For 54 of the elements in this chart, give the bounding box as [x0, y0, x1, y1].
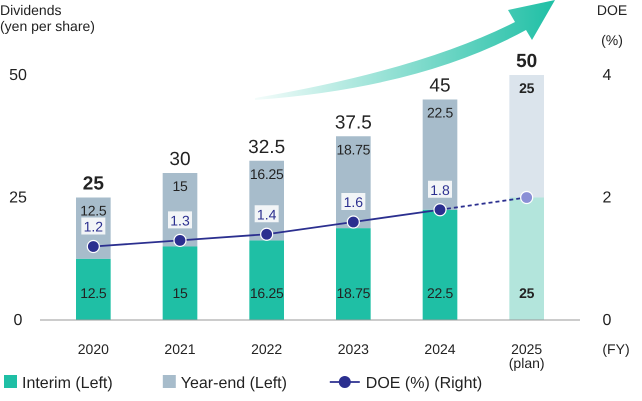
legend-label: DOE (%) (Right): [366, 375, 482, 392]
data-label: 1.2: [84, 218, 104, 234]
bar: [509, 198, 544, 320]
point: [520, 190, 534, 204]
data-label: 12.5: [80, 285, 107, 301]
data-label: 18.75: [336, 285, 371, 301]
x-tick-label: 2021: [164, 341, 196, 357]
y2-tick-label: 2: [602, 190, 612, 206]
data-label: 1.8: [430, 182, 450, 198]
bar: [509, 75, 544, 198]
data-label: 16.25: [250, 285, 284, 301]
total-label: 45: [429, 76, 451, 96]
data-label: 18.75: [336, 141, 371, 158]
x-tick-label: 2022: [251, 341, 282, 357]
bar: [422, 210, 458, 320]
data-label: 25: [519, 285, 535, 301]
total-label: 37.5: [334, 112, 372, 134]
data-label: 12.5: [80, 202, 107, 218]
y2-tick-label: 4: [602, 67, 612, 84]
bar: [162, 246, 198, 320]
y-tick-label: 0: [14, 312, 23, 329]
data-label: 15: [172, 178, 188, 194]
x-tick-label: 2025 (plan): [508, 341, 545, 371]
legend-label: Interim (Left): [22, 375, 113, 392]
data-label: 25: [519, 80, 535, 96]
bar: [76, 258, 111, 320]
x-tick-label: 2023: [338, 341, 370, 357]
data-label: 15: [172, 285, 188, 301]
bar: [249, 240, 284, 320]
data-label: 1.4: [256, 206, 277, 222]
data-label: 1.3: [170, 212, 190, 228]
y2-axis-title: DOE (%): [596, 2, 628, 48]
legend-label: Year-end (Left): [180, 375, 287, 392]
bar: [336, 228, 371, 320]
x-tick-label: 2020: [78, 341, 110, 357]
data-label: 1.6: [344, 194, 364, 210]
total-label: 32.5: [248, 136, 286, 158]
point: [433, 203, 447, 216]
y-axis-title: Dividends (yen per share): [0, 2, 95, 34]
point: [260, 228, 274, 241]
total-label: 25: [82, 174, 104, 194]
data-label: 22.5: [426, 104, 454, 120]
data-label: 16.25: [250, 166, 284, 182]
y2-tick-label: 0: [602, 312, 612, 329]
y-tick-label: 25: [9, 190, 27, 206]
point: [86, 240, 100, 254]
x-tick-label: 2024: [424, 341, 456, 357]
x-axis-title: (FY): [602, 341, 630, 357]
point: [346, 215, 360, 229]
point: [173, 234, 187, 247]
data-label: 22.5: [426, 285, 454, 301]
y-tick-label: 50: [9, 67, 27, 84]
total-label: 50: [516, 51, 538, 72]
total-label: 30: [169, 149, 191, 170]
